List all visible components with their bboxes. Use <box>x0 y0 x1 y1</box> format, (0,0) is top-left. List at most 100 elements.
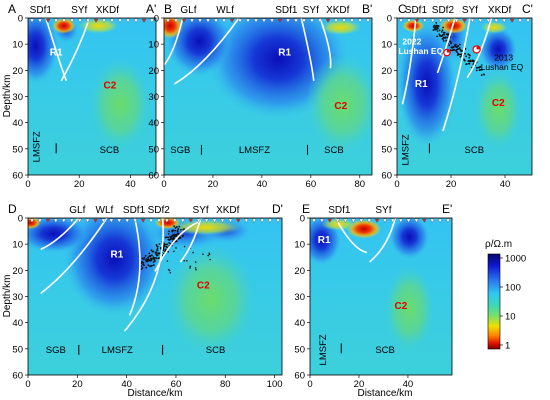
fault-label-syf: SYf <box>303 5 319 16</box>
station-marker <box>301 18 307 23</box>
distance-tick-label: 100 <box>267 379 283 390</box>
depth-tick-label: 60 <box>12 371 23 382</box>
fault-trace-1 <box>173 18 240 85</box>
station-marker <box>317 18 323 23</box>
c2-body-label: C2 <box>492 98 505 109</box>
depth-tick-label: 60 <box>148 171 159 182</box>
station-marker <box>101 18 107 23</box>
depth-tick-label: 0 <box>387 14 392 25</box>
station-marker <box>173 18 179 23</box>
fault-trace-1 <box>40 218 108 294</box>
station-marker <box>501 18 507 23</box>
depth-tick-label: 10 <box>12 40 23 51</box>
depth-tick-label: 60 <box>294 371 305 382</box>
profile-end-letter: C' <box>522 2 533 16</box>
station-marker <box>165 18 171 23</box>
station-marker <box>319 218 325 223</box>
station-marker <box>205 18 211 23</box>
station-marker <box>235 218 241 223</box>
station-marker <box>261 18 267 23</box>
station-marker <box>445 218 451 223</box>
station-marker <box>156 218 162 223</box>
station-marker <box>124 218 130 223</box>
station-marker <box>245 18 251 23</box>
event-2022-name: Lushan EQ <box>398 46 443 56</box>
colorbar-tick-label: 1000 <box>505 254 526 265</box>
depth-tick-label: 30 <box>12 92 23 103</box>
station-marker <box>125 18 131 23</box>
station-marker <box>228 218 233 223</box>
station-marker <box>141 18 147 23</box>
fault-label-wlf: WLf <box>216 5 234 16</box>
station-marker <box>221 18 227 23</box>
station-marker <box>53 18 59 23</box>
depth-tick-label: 40 <box>294 318 305 329</box>
station-marker <box>229 18 235 23</box>
station-marker <box>341 18 347 23</box>
depth-tick-label: 40 <box>381 118 392 129</box>
distance-tick-label: 40 <box>125 179 136 190</box>
station-marker <box>293 18 299 23</box>
station-marker <box>333 18 339 23</box>
fault-trace-3 <box>123 218 164 332</box>
fault-trace-2 <box>300 18 315 81</box>
r1-body-label: R1 <box>415 79 428 90</box>
depth-tick-label: 20 <box>148 66 159 77</box>
station-marker <box>429 218 435 223</box>
station-marker <box>29 218 35 223</box>
c2-body-label: C2 <box>334 101 347 112</box>
region-label: SGB <box>46 345 66 356</box>
station-marker <box>446 18 451 23</box>
depth-tick-label: 0 <box>300 214 305 225</box>
depth-tick-label: 40 <box>12 118 23 129</box>
fault-label-syf: SYf <box>375 205 391 216</box>
distance-axis-title: Distance/km <box>127 388 182 399</box>
station-marker <box>343 218 348 223</box>
station-marker <box>351 218 356 223</box>
depth-tick-label: 50 <box>381 144 392 155</box>
r1-body-label: R1 <box>50 48 63 59</box>
depth-tick-label: 20 <box>294 266 305 277</box>
station-marker <box>180 218 186 223</box>
station-marker <box>366 218 372 223</box>
distance-tick-label: 0 <box>394 179 399 190</box>
fault-label-xkdf: XKDf <box>326 5 350 16</box>
fault-trace-1 <box>369 218 396 263</box>
station-marker <box>149 18 155 23</box>
station-marker <box>267 218 273 223</box>
distance-tick-label: 0 <box>25 179 30 190</box>
distance-tick-label: 40 <box>500 179 511 190</box>
station-marker <box>197 18 203 23</box>
distance-tick-label: 80 <box>220 379 231 390</box>
station-marker <box>61 18 67 23</box>
event-2022-year: 2022 <box>402 37 421 47</box>
fault-label-sdf2: SDf2 <box>148 205 171 216</box>
station-marker <box>398 18 404 23</box>
fault-trace-0 <box>401 18 417 105</box>
station-marker <box>93 18 99 23</box>
fault-label-glf: GLf <box>69 205 85 216</box>
depth-tick-label: 20 <box>12 266 23 277</box>
distance-tick-label: 80 <box>354 179 365 190</box>
colorbar-title: ρ/Ω.m <box>485 239 512 250</box>
station-marker <box>509 18 515 23</box>
depth-tick-label: 30 <box>12 292 23 303</box>
profile-end-letter: D' <box>272 202 283 216</box>
station-marker <box>251 218 257 223</box>
station-marker <box>204 218 209 223</box>
distance-axis-title: Distance/km <box>357 388 412 399</box>
station-marker <box>269 18 275 23</box>
station-marker <box>196 218 201 223</box>
station-marker <box>358 218 364 223</box>
station-marker <box>29 18 35 23</box>
station-marker <box>438 18 444 23</box>
depth-tick-label: 50 <box>12 144 23 155</box>
station-marker <box>109 18 115 23</box>
depth-tick-label: 50 <box>294 344 305 355</box>
event-2013-year: 2013 <box>494 52 513 62</box>
distance-tick-label: 40 <box>121 379 132 390</box>
station-marker <box>285 18 291 23</box>
station-marker <box>422 218 427 223</box>
depth-tick-label: 20 <box>12 66 23 77</box>
station-marker <box>335 218 340 223</box>
